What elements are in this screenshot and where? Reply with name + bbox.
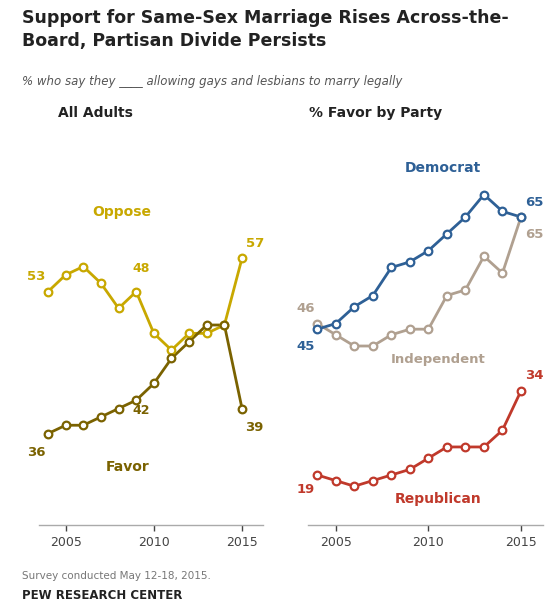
- Text: 65: 65: [525, 228, 543, 241]
- Text: Democrat: Democrat: [405, 161, 481, 175]
- Text: 36: 36: [27, 446, 45, 459]
- Text: 57: 57: [246, 237, 264, 250]
- Text: Independent: Independent: [390, 353, 485, 366]
- Text: 19: 19: [296, 483, 315, 496]
- Text: Survey conducted May 12-18, 2015.: Survey conducted May 12-18, 2015.: [22, 571, 211, 581]
- Text: 46: 46: [296, 302, 315, 315]
- Text: 45: 45: [296, 341, 315, 353]
- Text: % who say they ____ allowing gays and lesbians to marry legally: % who say they ____ allowing gays and le…: [22, 76, 403, 89]
- Text: Support for Same-Sex Marriage Rises Across-the-
Board, Partisan Divide Persists: Support for Same-Sex Marriage Rises Acro…: [22, 9, 509, 50]
- Text: % Favor by Party: % Favor by Party: [309, 106, 442, 120]
- Text: All Adults: All Adults: [58, 106, 133, 120]
- Text: 42: 42: [133, 404, 150, 417]
- Text: 65: 65: [525, 196, 543, 208]
- Text: Republican: Republican: [394, 492, 481, 506]
- Text: 39: 39: [246, 421, 264, 434]
- Text: Oppose: Oppose: [92, 205, 152, 219]
- Text: 34: 34: [525, 370, 543, 382]
- Text: PEW RESEARCH CENTER: PEW RESEARCH CENTER: [22, 589, 183, 602]
- Text: 48: 48: [133, 262, 150, 275]
- Text: Favor: Favor: [105, 460, 150, 474]
- Text: 53: 53: [27, 270, 45, 283]
